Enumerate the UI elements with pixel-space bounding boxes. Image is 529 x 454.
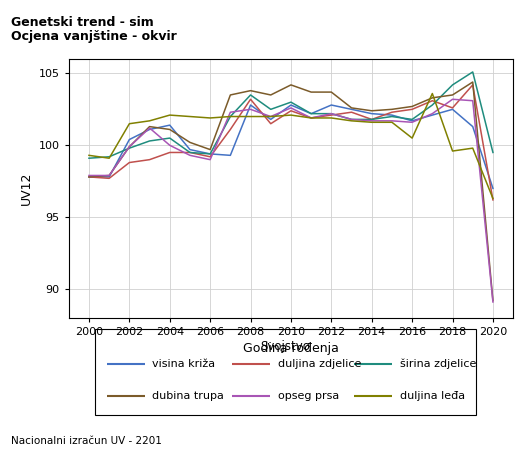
Text: duljina zdjelice: duljina zdjelice (278, 359, 361, 369)
Text: duljina leđa: duljina leđa (400, 391, 465, 401)
Text: Nacionalni izračun UV - 2201: Nacionalni izračun UV - 2201 (11, 436, 161, 446)
Text: širina zdjelice: širina zdjelice (400, 358, 476, 369)
Text: Genetski trend - sim: Genetski trend - sim (11, 16, 153, 29)
Text: Ocjena vanjštine - okvir: Ocjena vanjštine - okvir (11, 30, 176, 43)
Text: dubina trupa: dubina trupa (152, 391, 224, 401)
Y-axis label: UV12: UV12 (20, 172, 33, 205)
X-axis label: Godina rođenja: Godina rođenja (243, 342, 339, 355)
Text: Svojstvo: Svojstvo (261, 340, 311, 352)
Text: opseg prsa: opseg prsa (278, 391, 339, 401)
Text: visina križa: visina križa (152, 359, 215, 369)
